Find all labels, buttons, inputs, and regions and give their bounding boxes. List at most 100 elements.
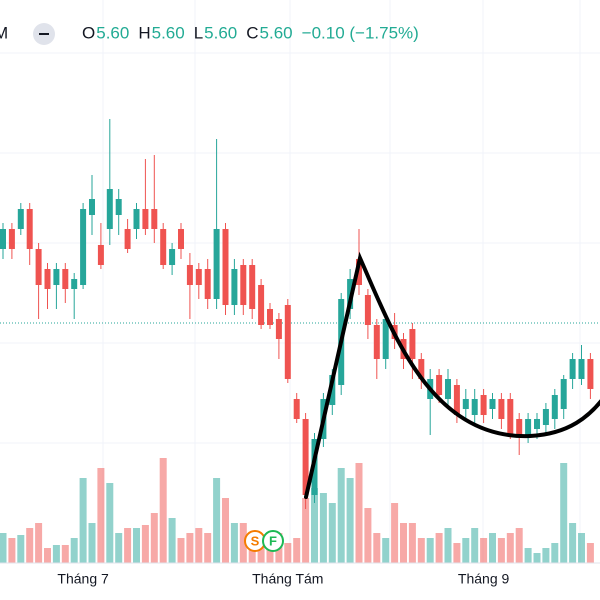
candle-body	[62, 269, 69, 289]
candle-body	[267, 309, 273, 325]
change: −0.10 (−1.75%)	[302, 23, 419, 42]
candle-body	[8, 229, 15, 249]
candle-body	[195, 269, 202, 285]
header: M O 5.60 H 5.60 L 5.60 C 5.60 −0.10 (−1.75%)	[0, 23, 419, 45]
volume-bar	[8, 538, 16, 563]
candle-body	[71, 279, 78, 289]
volume-bar	[186, 533, 194, 563]
volume-bar	[213, 478, 221, 563]
candle-body	[133, 209, 140, 229]
candle-body	[409, 329, 416, 359]
candle-body	[80, 209, 87, 285]
volume-bar	[79, 478, 87, 563]
candle-body	[249, 265, 256, 309]
ohlc-value: 5.60	[96, 23, 129, 42]
candle-body	[44, 269, 51, 289]
candle-body	[160, 229, 167, 265]
volume-bar	[257, 538, 265, 563]
volume-bar	[586, 543, 594, 563]
volume-bar	[328, 503, 336, 563]
candle-body	[534, 419, 540, 429]
candle-body	[17, 209, 24, 229]
candle-body	[213, 229, 220, 299]
volume-bar	[115, 533, 123, 563]
volume-bar	[52, 545, 60, 563]
volume-bar	[542, 548, 550, 563]
volume-bar	[355, 463, 363, 563]
x-axis: Tháng 7 Tháng Tám Tháng 9	[57, 571, 509, 587]
candle-body	[498, 399, 505, 419]
x-tick-label: Tháng Tám	[252, 571, 323, 587]
volume-bar	[337, 468, 345, 563]
volume-bar	[346, 478, 354, 563]
ohlc-label: L	[194, 23, 203, 42]
ohlc-value: 5.60	[152, 23, 185, 42]
candle-body	[302, 419, 309, 495]
candle-layer	[0, 119, 594, 509]
ohlc-label: H	[138, 23, 150, 42]
candle-body	[53, 269, 60, 285]
volume-bar	[222, 498, 229, 563]
candle-body	[462, 399, 469, 409]
volume-bar	[391, 503, 399, 563]
candle-body	[507, 399, 514, 435]
candle-body	[26, 209, 33, 249]
volume-bar	[489, 533, 496, 563]
volume-bar	[293, 538, 301, 563]
candle-body	[436, 375, 443, 395]
volume-bar	[88, 523, 96, 563]
volume-bar	[159, 458, 167, 563]
volume-bar	[319, 493, 327, 563]
candle-body	[471, 399, 478, 415]
ohlc-label: C	[246, 23, 258, 42]
volume-bar	[524, 548, 532, 563]
candle-body	[35, 249, 42, 285]
volume-bar	[533, 553, 541, 563]
event-label: F	[269, 533, 277, 548]
x-tick-label: Tháng 9	[458, 571, 510, 587]
volume-bar	[417, 538, 425, 563]
candle-body	[445, 379, 451, 399]
volume-bar	[453, 543, 461, 563]
volume-bar	[471, 528, 479, 563]
volume-bar	[97, 468, 105, 563]
volume-bar	[0, 533, 7, 563]
volume-bar	[551, 543, 559, 563]
volume-bar	[17, 535, 25, 563]
candle-body	[525, 419, 532, 435]
candle-body	[453, 385, 460, 415]
candle-body	[569, 359, 576, 379]
volume-bar	[462, 538, 470, 563]
candle-body	[489, 399, 496, 409]
candle-body	[560, 379, 567, 409]
candle-body	[578, 359, 585, 379]
event-marker	[262, 530, 284, 552]
volume-bar	[560, 463, 568, 563]
volume-bar	[284, 543, 292, 563]
volume-bar	[26, 528, 34, 563]
volume-bar	[133, 528, 140, 563]
ohlc-value: 5.60	[260, 23, 293, 42]
volume-bar	[61, 545, 69, 563]
volume-bar	[435, 533, 443, 563]
volume-bar	[444, 528, 452, 563]
volume-bar	[239, 523, 247, 563]
candle-body	[106, 189, 113, 229]
volume-bar	[569, 523, 577, 563]
ohlc-label: O	[82, 23, 95, 42]
candle-body	[258, 285, 265, 325]
volume-bar	[382, 538, 390, 563]
volume-bar	[124, 528, 132, 563]
grid	[0, 52, 600, 444]
candle-body	[356, 259, 362, 285]
volume-bar	[506, 533, 514, 563]
volume-bar	[311, 488, 318, 563]
candle-body	[480, 395, 487, 415]
volume-bar	[515, 528, 523, 563]
symbol: M	[0, 23, 8, 42]
event-label: S	[251, 533, 260, 548]
drawn-pattern	[304, 251, 600, 499]
volume-bar	[373, 533, 381, 563]
